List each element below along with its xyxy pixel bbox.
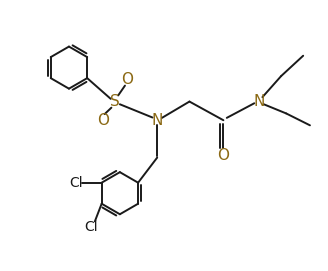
- Text: S: S: [110, 94, 120, 109]
- Text: O: O: [97, 113, 109, 128]
- Text: N: N: [253, 94, 265, 109]
- Text: Cl: Cl: [85, 221, 98, 234]
- Text: O: O: [217, 148, 229, 163]
- Text: O: O: [121, 72, 133, 87]
- Text: N: N: [152, 113, 163, 128]
- Text: Cl: Cl: [70, 176, 83, 190]
